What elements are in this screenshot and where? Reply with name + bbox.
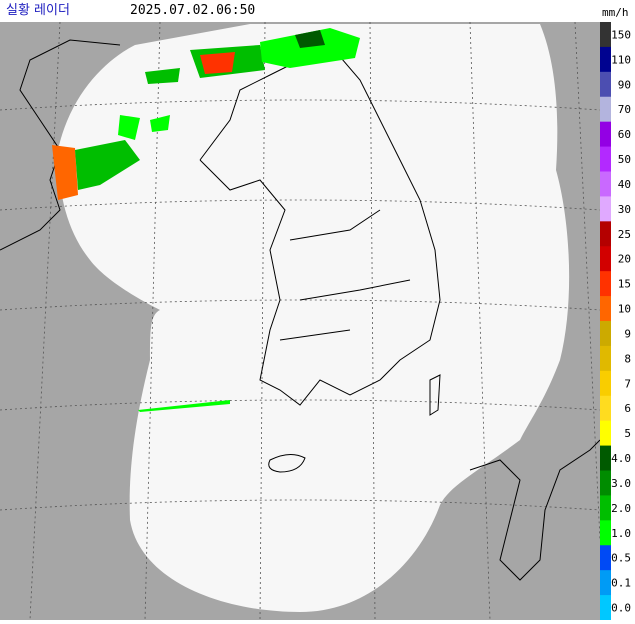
legend-label: 60 [618, 128, 631, 141]
map [0, 21, 601, 621]
legend-swatch [600, 146, 611, 172]
legend-label: 40 [618, 178, 631, 191]
legend-label: 0.5 [611, 552, 631, 565]
legend-swatch [600, 46, 611, 73]
legend-swatch [600, 196, 611, 222]
legend-swatch [600, 71, 611, 98]
legend-label: 30 [618, 203, 631, 216]
legend-swatch [600, 370, 611, 397]
legend-swatch [600, 345, 611, 372]
legend-swatch [600, 395, 611, 422]
legend-label: 1.0 [611, 527, 631, 540]
legend-label: 0.0 [611, 602, 631, 615]
timestamp: 2025.07.02.06:50 [130, 3, 255, 18]
title: 실황 레이더 [6, 3, 70, 18]
legend-swatch [600, 96, 611, 123]
legend-label: 110 [611, 53, 631, 66]
legend-swatch [600, 221, 611, 247]
legend-swatch [600, 271, 611, 297]
legend-swatch [600, 595, 611, 621]
legend-label: 8 [624, 352, 631, 365]
legend-label: 4.0 [611, 452, 631, 465]
legend: 150 110 90 70 60 50 40 30 25 20 15 10 9 8 7 6 5 4.0 3.0 2.0… [600, 22, 631, 621]
legend-swatch [600, 420, 611, 447]
legend-swatch [600, 296, 611, 322]
legend-swatch [600, 470, 611, 496]
legend-swatch [600, 321, 611, 347]
legend-swatch [600, 495, 611, 521]
legend-label: 9 [624, 327, 631, 340]
legend-label: 15 [618, 278, 631, 291]
grid [0, 21, 601, 621]
legend-label: 2.0 [611, 502, 631, 515]
legend-label: 90 [618, 78, 631, 91]
legend-label: 0.1 [611, 577, 631, 590]
legend-label: 3.0 [611, 477, 631, 490]
legend-label: 6 [624, 402, 631, 415]
coastlines [0, 39, 601, 581]
legend-swatch [600, 171, 611, 197]
legend-label: 20 [618, 253, 631, 266]
legend-label: 150 [611, 28, 631, 41]
legend-swatch [600, 545, 611, 571]
unit: mm/h [602, 6, 629, 19]
legend-label: 25 [618, 228, 631, 241]
legend-swatch [600, 445, 611, 471]
legend-swatch [600, 22, 611, 48]
legend-label: 70 [618, 103, 631, 116]
legend-swatch [600, 121, 611, 148]
legend-label: 50 [618, 153, 631, 166]
legend-label: 7 [624, 377, 631, 390]
legend-swatch [600, 520, 611, 546]
precipitation [52, 28, 360, 412]
legend-label: 10 [618, 303, 631, 316]
legend-swatch [600, 246, 611, 272]
legend-swatch [600, 570, 611, 596]
radar-coverage [58, 24, 570, 612]
legend-label: 5 [624, 427, 631, 440]
